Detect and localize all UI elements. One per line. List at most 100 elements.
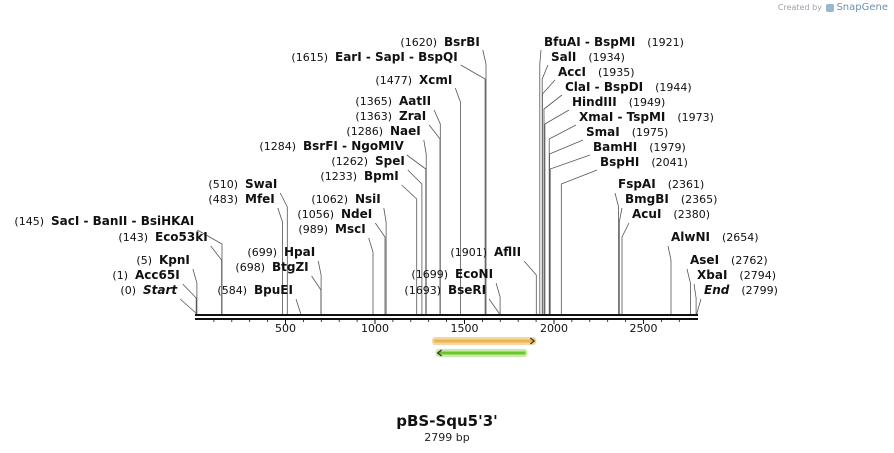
site-position: (1693) xyxy=(404,284,441,297)
site-xcmi[interactable]: XcmI (1477) xyxy=(375,73,452,87)
site-name: BsrBI xyxy=(444,35,480,49)
site-position: (143) xyxy=(118,231,148,244)
site-nsii[interactable]: NsiI (1062) xyxy=(311,192,380,206)
site-name: BseRI xyxy=(448,283,486,297)
site-connector xyxy=(548,124,577,314)
site-bsrbi[interactable]: BsrBI (1620) xyxy=(400,35,479,49)
site-bmgbi[interactable]: BmgBI (2365) xyxy=(625,192,717,206)
site-btgzi[interactable]: BtgZI (698) xyxy=(235,260,308,274)
site-bsphi[interactable]: BspHI (2041) xyxy=(600,155,688,169)
site-position: (1979) xyxy=(649,141,686,154)
site-position: (510) xyxy=(208,178,238,191)
site-end[interactable]: End (2799) xyxy=(704,283,778,297)
site-position: (989) xyxy=(298,223,328,236)
site-acui[interactable]: AcuI (2380) xyxy=(632,207,710,221)
site-ndei[interactable]: NdeI (1056) xyxy=(297,207,372,221)
site-connector xyxy=(614,192,619,314)
site-position: (1934) xyxy=(588,51,625,64)
site-name: AatII xyxy=(399,94,431,108)
site-name: EarI - SapI - BspQI xyxy=(335,50,458,64)
site-xmai[interactable]: XmaI - TspMI (1973) xyxy=(579,110,714,124)
site-naei[interactable]: NaeI (1286) xyxy=(346,124,420,138)
site-hpai[interactable]: HpaI (699) xyxy=(247,245,315,259)
site-position: (698) xyxy=(235,261,265,274)
site-connector xyxy=(406,154,427,314)
site-bpuei[interactable]: BpuEI (584) xyxy=(217,283,293,297)
site-eco53ki[interactable]: Eco53kI (143) xyxy=(118,230,207,244)
site-name: FspAI xyxy=(618,177,656,191)
site-connector xyxy=(428,124,441,314)
site-eari[interactable]: EarI - SapI - BspQI (1615) xyxy=(291,50,457,64)
site-econi[interactable]: EcoNI (1699) xyxy=(411,267,493,281)
site-bfuai[interactable]: BfuAI - BspMI (1921) xyxy=(544,35,684,49)
site-saci[interactable]: SacI - BanII - BsiHKAI (145) xyxy=(14,214,194,228)
site-swai[interactable]: SwaI (510) xyxy=(208,177,277,191)
orange-feature-arrowhead-icon xyxy=(529,337,536,345)
site-spei[interactable]: SpeI (1262) xyxy=(331,154,404,168)
site-name: AccI xyxy=(558,65,586,79)
site-position: (2799) xyxy=(741,284,778,297)
site-clai[interactable]: ClaI - BspDI (1944) xyxy=(565,80,692,94)
site-position: (0) xyxy=(120,284,136,297)
green-feature[interactable] xyxy=(435,349,528,357)
site-aflii[interactable]: AflII (1901) xyxy=(450,245,521,259)
site-position: (1233) xyxy=(320,170,357,183)
site-position: (2361) xyxy=(668,178,705,191)
site-position: (1949) xyxy=(629,96,666,109)
site-kpni[interactable]: KpnI (5) xyxy=(136,253,190,267)
site-position: (1944) xyxy=(655,81,692,94)
site-position: (2762) xyxy=(731,254,768,267)
site-bseri[interactable]: BseRI (1693) xyxy=(404,283,486,297)
site-connector xyxy=(543,94,563,314)
site-name: BmgBI xyxy=(625,192,669,206)
site-mfei[interactable]: MfeI (483) xyxy=(208,192,274,206)
site-acc65i[interactable]: Acc65I (1) xyxy=(112,268,179,282)
site-position: (483) xyxy=(208,193,238,206)
site-connector xyxy=(618,207,623,314)
site-bamhi[interactable]: BamHI (1979) xyxy=(593,140,686,154)
site-connector xyxy=(401,184,418,314)
site-asei[interactable]: AseI (2762) xyxy=(690,253,768,267)
site-msci[interactable]: MscI (989) xyxy=(298,222,365,236)
site-position: (584) xyxy=(217,284,247,297)
plasmid-length: 2799 bp xyxy=(424,431,470,444)
plasmid-name: pBS-Squ5'3' xyxy=(396,412,498,430)
site-alwni[interactable]: AlwNI (2654) xyxy=(671,230,759,244)
credit-brand: SnapGene xyxy=(836,2,888,13)
site-connector xyxy=(621,222,630,314)
site-name: MfeI xyxy=(245,192,275,206)
green-feature-arrowhead-icon xyxy=(436,349,442,357)
site-position: (1615) xyxy=(291,51,328,64)
site-sali[interactable]: SalI (1934) xyxy=(551,50,625,64)
site-name: BspHI xyxy=(600,155,639,169)
site-position: (2380) xyxy=(673,208,710,221)
site-position: (699) xyxy=(247,246,277,259)
site-position: (1286) xyxy=(346,125,383,138)
site-name: NaeI xyxy=(390,124,421,138)
site-bsrfi[interactable]: BsrFI - NgoMIV (1284) xyxy=(259,139,404,153)
site-acci[interactable]: AccI (1935) xyxy=(558,65,635,79)
feature-arrows[interactable] xyxy=(432,337,537,357)
site-smai[interactable]: SmaI (1975) xyxy=(586,125,668,139)
site-name: AflII xyxy=(494,245,521,259)
site-position: (1935) xyxy=(598,66,635,79)
site-connector xyxy=(549,139,584,314)
site-name: BpuEI xyxy=(254,283,293,297)
site-connector xyxy=(488,298,500,314)
site-name: XmaI - TspMI xyxy=(579,110,665,124)
site-fspai[interactable]: FspAI (2361) xyxy=(618,177,704,191)
site-position: (1477) xyxy=(375,74,412,87)
site-hindiii[interactable]: HindIII (1949) xyxy=(572,95,665,109)
site-connector xyxy=(277,207,283,314)
site-xbai[interactable]: XbaI (2794) xyxy=(697,268,776,282)
site-start[interactable]: Start (0) xyxy=(120,283,178,297)
site-connector xyxy=(311,275,322,314)
site-connector xyxy=(686,268,691,314)
orange-feature[interactable] xyxy=(432,337,537,345)
site-position: (1973) xyxy=(677,111,714,124)
site-name: SpeI xyxy=(375,154,405,168)
site-bpmi[interactable]: BpmI (1233) xyxy=(320,169,398,183)
site-zrai[interactable]: ZraI (1363) xyxy=(355,109,426,123)
site-position: (2365) xyxy=(681,193,718,206)
site-aatii[interactable]: AatII (1365) xyxy=(355,94,431,108)
